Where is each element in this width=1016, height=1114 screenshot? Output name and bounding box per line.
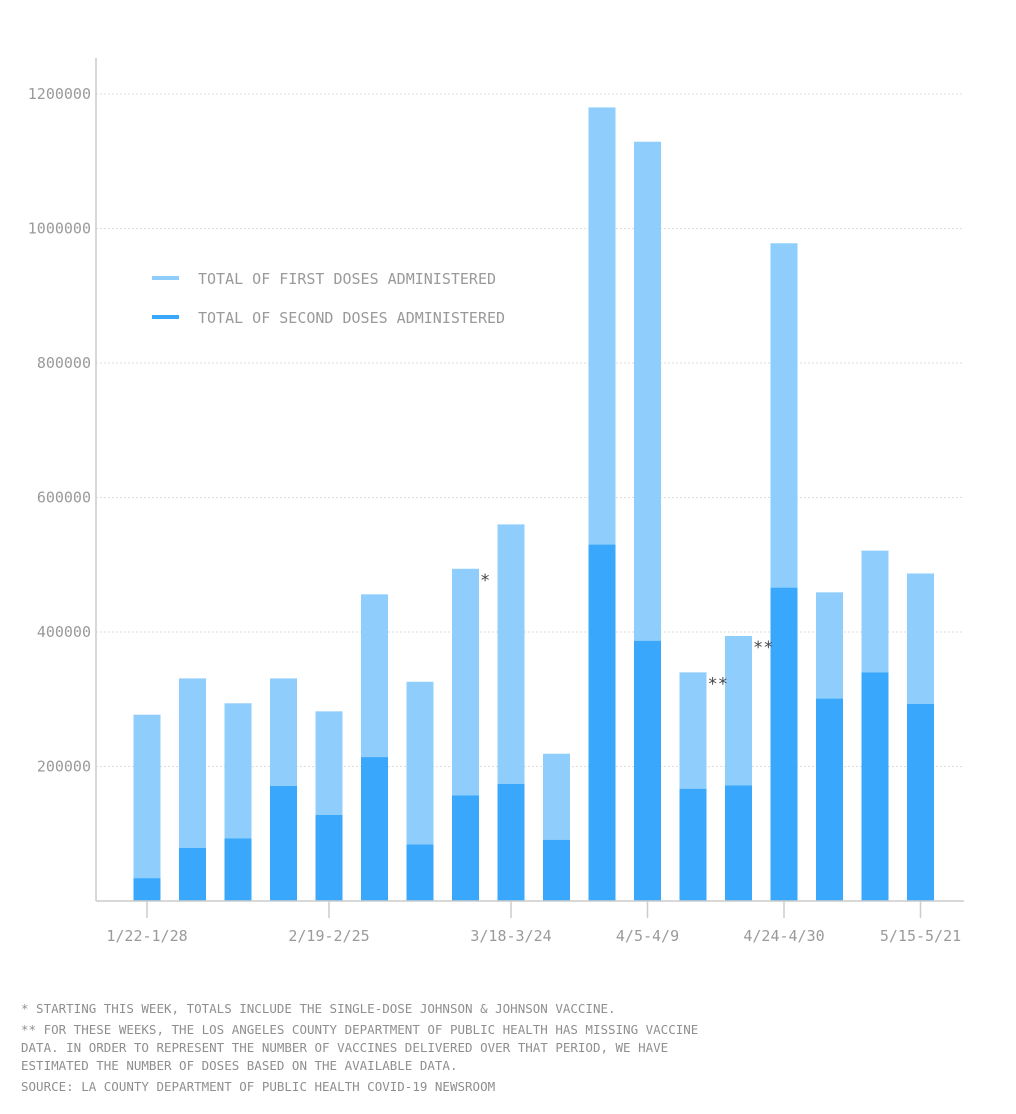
asterisk-annotation: ** (753, 638, 773, 658)
bar-second-dose (907, 703, 934, 901)
legend-label-second-dose: TOTAL OF SECOND DOSES ADMINISTERED (198, 309, 505, 327)
bar-second-dose (543, 839, 570, 901)
bar-first-dose (816, 592, 843, 699)
y-tick-label: 600000 (37, 489, 91, 507)
legend-label-first-dose: TOTAL OF FIRST DOSES ADMINISTERED (198, 270, 496, 288)
y-tick-label: 200000 (37, 758, 91, 776)
footnote-johnson: * STARTING THIS WEEK, TOTALS INCLUDE THE… (21, 1001, 616, 1016)
asterisk-annotation: ** (708, 674, 728, 694)
bar-second-dose (588, 544, 616, 901)
x-tick-label: 2/19-2/25 (288, 927, 369, 945)
bar-second-dose (452, 795, 479, 901)
legend-swatch-first-dose (152, 276, 179, 280)
bar-second-dose (497, 783, 525, 901)
bar-second-dose (361, 757, 388, 901)
bar-first-dose (725, 636, 752, 786)
x-tick-label: 5/15-5/21 (880, 927, 961, 945)
bar-second-dose (634, 640, 661, 901)
x-tick-label: 1/22-1/28 (106, 927, 187, 945)
bar-second-dose (224, 838, 252, 901)
vaccine-doses-chart: 200000 400000 600000 800000 1000000 1200000 1… (28, 58, 964, 945)
y-tick-label: 800000 (37, 354, 91, 372)
y-tick-label: 400000 (37, 623, 91, 641)
x-tick-label: 3/18-3/24 (470, 927, 551, 945)
bars (133, 107, 934, 901)
bar-first-dose (133, 714, 161, 879)
bar-first-dose (361, 594, 388, 758)
bar-first-dose (907, 573, 934, 704)
bar-second-dose (816, 698, 843, 901)
bar-second-dose (770, 587, 798, 901)
footnotes: * STARTING THIS WEEK, TOTALS INCLUDE THE… (21, 1000, 1001, 1099)
bar-first-dose (497, 524, 525, 784)
bar-second-dose (315, 814, 343, 901)
annotations: ***** (480, 571, 773, 695)
bar-second-dose (270, 786, 297, 901)
bar-first-dose (179, 678, 206, 848)
gridlines (96, 93, 964, 767)
y-tick-label: 1200000 (28, 85, 91, 103)
y-axis: 200000 400000 600000 800000 1000000 1200000 (28, 58, 97, 901)
y-tick-label: 1000000 (28, 220, 91, 238)
x-tick-label: 4/5-4/9 (616, 927, 679, 945)
bar-second-dose (179, 847, 206, 901)
bar-second-dose (406, 844, 434, 901)
legend: TOTAL OF FIRST DOSES ADMINISTERED TOTAL … (152, 270, 505, 327)
bar-first-dose (270, 678, 297, 787)
bar-first-dose (406, 681, 434, 845)
bar-first-dose (634, 141, 661, 641)
bar-second-dose (861, 672, 889, 901)
bar-first-dose (315, 711, 343, 815)
bar-second-dose (725, 785, 752, 901)
bar-second-dose (679, 788, 707, 901)
x-tick-label: 4/24-4/30 (743, 927, 824, 945)
bar-first-dose (543, 753, 570, 840)
bar-second-dose (133, 878, 161, 901)
footnote-missing-data: ** FOR THESE WEEKS, THE LOS ANGELES COUN… (21, 1022, 699, 1073)
x-axis: 1/22-1/28 2/19-2/25 3/18-3/24 4/5-4/9 4/24-4… (96, 900, 964, 945)
bar-first-dose (861, 550, 889, 673)
bar-first-dose (679, 672, 707, 789)
bar-first-dose (588, 107, 616, 545)
legend-swatch-second-dose (152, 315, 179, 319)
bar-first-dose (452, 568, 479, 796)
asterisk-annotation: * (480, 571, 490, 591)
bar-first-dose (770, 243, 798, 588)
source-note: SOURCE: LA COUNTY DEPARTMENT OF PUBLIC H… (21, 1079, 496, 1094)
bar-first-dose (224, 703, 252, 839)
